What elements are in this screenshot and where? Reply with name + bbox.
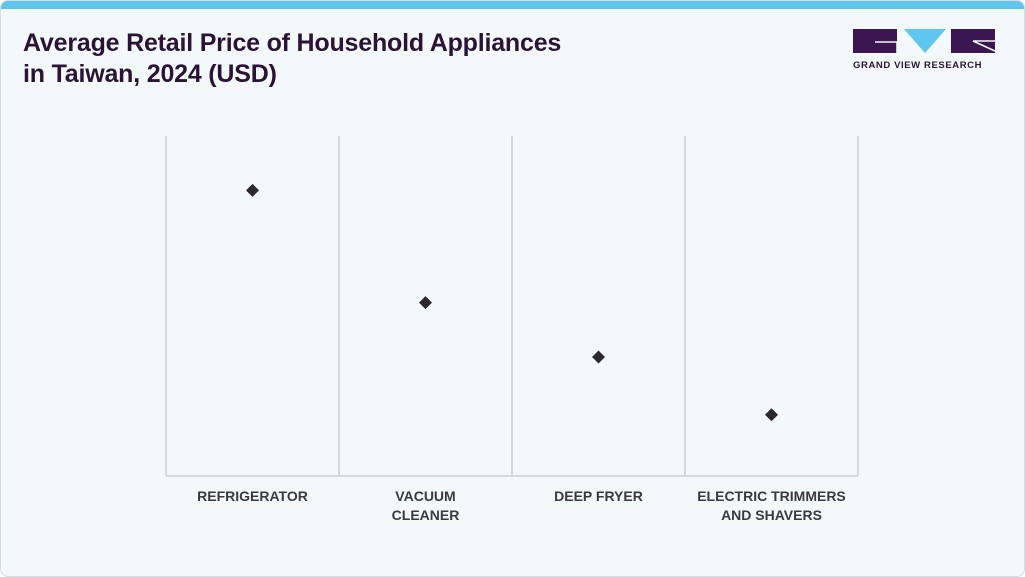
gvr-logo-mark — [853, 29, 995, 53]
x-tick-label: REFRIGERATOR — [197, 488, 308, 504]
x-tick-label-line: ELECTRIC TRIMMERS — [697, 488, 846, 504]
x-tick-label-line: DEEP FRYER — [554, 488, 643, 504]
x-tick-label: VACUUM CLEANER — [392, 488, 460, 523]
x-tick-label-line: REFRIGERATOR — [197, 488, 308, 504]
x-tick-label-line: AND SHAVERS — [721, 507, 822, 523]
grand-view-research-logo: GRAND VIEW RESEARCH — [853, 29, 998, 73]
x-tick-label-line: CLEANER — [392, 507, 460, 523]
accent-bar — [1, 1, 1024, 9]
data-point-diamond — [765, 408, 778, 422]
title-line-2: in Taiwan, 2024 (USD) — [23, 60, 277, 88]
data-point-diamond — [592, 350, 605, 364]
data-point-diamond — [419, 296, 432, 310]
data-point-diamond — [246, 183, 259, 197]
x-tick-label-line: VACUUM — [395, 488, 455, 504]
title-line-1: Average Retail Price of Household Applia… — [23, 29, 562, 57]
x-tick-label: DEEP FRYER — [554, 488, 643, 504]
logo-text: GRAND VIEW RESEARCH — [853, 60, 983, 71]
chart-title: Average Retail Price of Household Applia… — [23, 28, 663, 90]
x-tick-label: ELECTRIC TRIMMERS AND SHAVERS — [697, 488, 846, 523]
